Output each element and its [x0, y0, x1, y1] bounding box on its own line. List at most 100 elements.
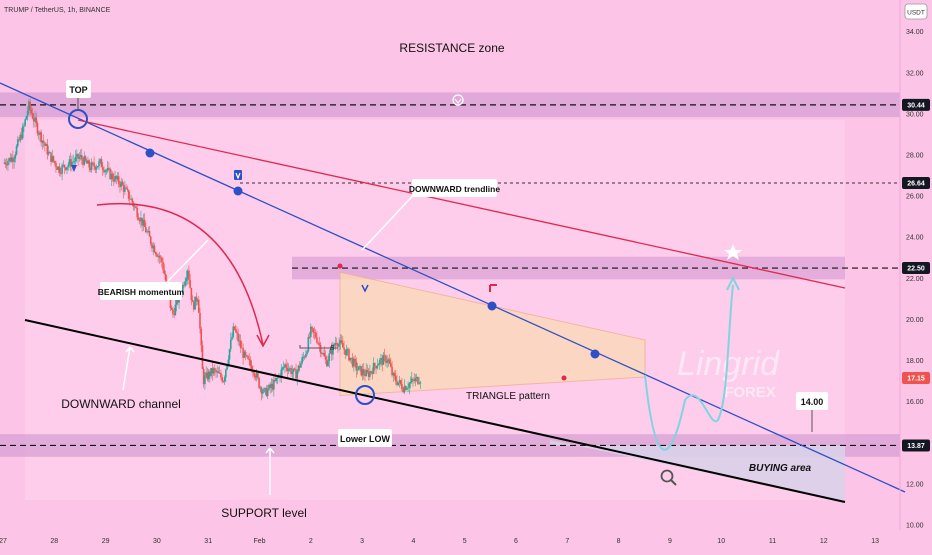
candle-body — [296, 371, 299, 379]
candle-body — [30, 109, 33, 114]
alert-icon — [452, 94, 464, 106]
candle-body — [129, 198, 131, 200]
candle-body — [328, 353, 331, 362]
candle-body — [3, 162, 6, 164]
price-tag — [902, 262, 930, 275]
candles — [3, 98, 422, 401]
candle-body — [211, 368, 214, 374]
candle-body — [73, 161, 76, 163]
candle-body — [111, 173, 114, 180]
candle-body — [99, 159, 102, 162]
candle-body — [381, 358, 384, 365]
candle-body — [273, 379, 275, 390]
bearish-momentum-label: BEARISH momentum — [98, 287, 185, 297]
candle-body — [264, 387, 267, 389]
candle-body — [76, 153, 78, 157]
triangle-down-marker-icon — [361, 284, 369, 293]
candle-body — [360, 366, 363, 376]
candle-body — [354, 358, 356, 362]
candle-body — [317, 342, 319, 344]
candle-body — [254, 375, 257, 378]
candle-body — [110, 173, 113, 180]
price-tag-label: 13.87 — [907, 443, 925, 450]
down-marker-icon — [71, 165, 77, 172]
currency-label: USDT — [907, 10, 925, 17]
channel-callout-pointer — [122, 346, 131, 391]
target-value-label: 14.00 — [801, 397, 824, 407]
support-level-label: SUPPORT level — [221, 506, 307, 520]
candle-body — [55, 162, 57, 168]
candle-body — [39, 132, 41, 135]
candle-body — [403, 386, 406, 393]
support-callout-pointer-tip — [269, 447, 275, 454]
candle-body — [237, 333, 239, 342]
candle-body — [154, 252, 157, 255]
buying-area-label: BUYING area — [749, 463, 812, 474]
candle-body — [259, 387, 262, 389]
candle-body — [181, 284, 184, 293]
time-tick-label: 12 — [820, 538, 828, 545]
candle-body — [8, 157, 10, 162]
candle-body — [21, 126, 24, 139]
candle-body — [156, 254, 158, 257]
down-arrow-glyph-icon — [235, 172, 241, 180]
candle-body — [365, 370, 368, 377]
candle-body — [217, 371, 220, 374]
support-callout-pointer-tip — [265, 447, 271, 454]
candle-body — [311, 326, 313, 329]
candle-body — [147, 231, 150, 232]
candle-body — [152, 245, 155, 249]
candle-body — [244, 351, 247, 356]
candle-body — [398, 380, 401, 383]
candle-body — [339, 340, 342, 344]
currency-badge[interactable] — [904, 3, 928, 20]
candle-body — [419, 382, 422, 384]
candle-body — [184, 281, 187, 286]
candle-body — [258, 377, 260, 388]
candle-body — [280, 369, 283, 378]
candle-body — [232, 326, 235, 337]
candle-body — [103, 169, 105, 173]
price-axis[interactable]: 10.0012.0014.0016.0018.0020.0022.0024.00… — [906, 29, 924, 529]
candle-body — [64, 167, 67, 170]
time-tick-label: 11 — [769, 538, 776, 545]
candle-body — [394, 375, 397, 382]
candle-body — [151, 243, 153, 249]
candle-body — [5, 164, 8, 166]
candle-body — [186, 270, 189, 278]
time-tick-label: 4 — [411, 538, 415, 545]
candle-body — [12, 157, 14, 162]
candle-body — [114, 176, 116, 182]
candle-body — [145, 226, 147, 233]
candle-body — [380, 358, 382, 360]
b-label: B — [330, 345, 335, 352]
candle-body — [197, 299, 200, 313]
candle-body — [257, 373, 259, 378]
candle-body — [190, 287, 193, 300]
candle-body — [335, 343, 338, 344]
candle-body — [338, 343, 340, 347]
candle-body — [326, 359, 328, 367]
time-tick-label: 27 — [0, 538, 7, 545]
candle-body — [26, 111, 29, 117]
candle-body — [390, 363, 392, 367]
b-marker-line — [299, 345, 338, 349]
candle-body — [161, 257, 163, 262]
price-tag-label: 22.50 — [907, 266, 925, 273]
candle-body — [116, 176, 119, 180]
candle-body — [174, 304, 177, 316]
candle-body — [306, 351, 308, 355]
candle-body — [392, 373, 395, 376]
candle-body — [14, 154, 17, 159]
time-axis[interactable]: 27 28 29 30 31 Feb 2 3 4 5 6 7 8 9 10 11 12 13 — [0, 538, 879, 545]
touch-point-dot — [233, 186, 243, 196]
touch-point-dot — [487, 301, 497, 311]
candle-body — [177, 298, 179, 303]
candle-body — [9, 157, 12, 162]
candle-body — [109, 168, 111, 180]
candle-body — [358, 366, 360, 370]
candle-body — [84, 156, 87, 161]
candle-body — [201, 345, 204, 370]
candle-body — [78, 156, 81, 159]
